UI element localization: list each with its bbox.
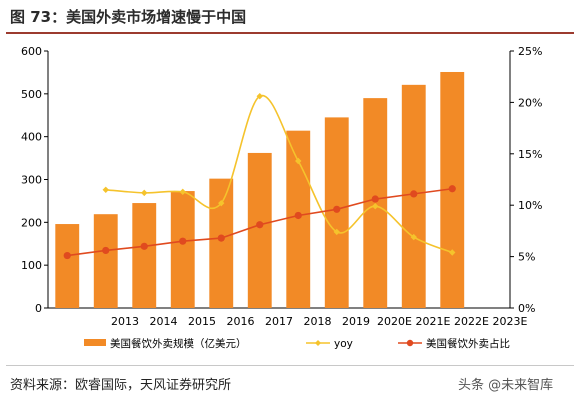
left-tick-label: 200 — [21, 216, 42, 229]
right-tick-label: 15% — [518, 148, 542, 161]
x-tick-label: 2016 — [227, 315, 255, 328]
share-point — [179, 237, 187, 245]
share-point — [102, 246, 110, 255]
bar — [93, 214, 118, 308]
legend-marker-share — [406, 339, 414, 347]
legend-label-yoy: yoy — [334, 338, 353, 350]
x-tick-label: 2015 — [188, 315, 216, 328]
right-tick-label: 25% — [518, 45, 542, 58]
yoy-line-path — [105, 94, 453, 254]
right-tick-label: 10% — [518, 199, 542, 212]
chart: 0 100 200 300 400 500 600 0% 5% 10% 15% 20% 25% 201… — [21, 45, 542, 350]
yoy-point — [449, 249, 456, 256]
x-tick-label: 2021E — [416, 315, 451, 328]
share-point — [333, 205, 341, 213]
share-point — [410, 190, 418, 198]
x-tick-label: 2013 — [111, 315, 139, 328]
yoy-point — [372, 203, 379, 210]
left-tick-label: 300 — [21, 174, 42, 187]
left-tick-label: 600 — [21, 45, 42, 58]
yoy-point — [102, 186, 109, 193]
share-point — [217, 234, 225, 242]
figure-title: 图 73：美国外卖市场增速慢于中国 — [10, 8, 247, 26]
bar-series — [55, 71, 465, 309]
legend-marker-yoy — [315, 340, 321, 346]
source-rule — [6, 365, 574, 366]
share-point — [256, 221, 264, 229]
share-point — [294, 211, 302, 220]
bar — [247, 152, 272, 308]
right-tick-label: 5% — [518, 251, 535, 264]
watermark: 头条 @未来智库 — [458, 378, 554, 393]
share-point — [371, 195, 379, 203]
x-tick-label: 2019 — [342, 315, 370, 328]
yoy-point — [333, 228, 340, 236]
legend-label-share: 美国餐饮外卖占比 — [426, 337, 510, 350]
x-tick-label: 2014 — [150, 315, 178, 328]
yoy-point — [179, 188, 186, 196]
bar — [209, 178, 234, 308]
bar — [170, 191, 195, 308]
share-point — [63, 251, 71, 260]
x-tick-label: 2020E — [377, 315, 412, 328]
right-tick-label: 0% — [518, 302, 535, 315]
left-tick-label: 100 — [21, 259, 42, 272]
yoy-point — [256, 93, 263, 100]
yoy-series — [102, 93, 456, 256]
legend-label-bar: 美国餐饮外卖规模（亿美元） — [110, 337, 247, 350]
yoy-point — [410, 233, 417, 241]
x-axis-labels: 2013 2014 2015 2016 2017 2018 2019 2020E 2021E 20… — [111, 315, 528, 328]
legend-swatch-bar — [84, 339, 106, 346]
share-series — [63, 185, 456, 260]
title-rule — [6, 32, 574, 34]
x-tick-label: 2017 — [265, 315, 293, 328]
bar — [55, 224, 80, 308]
right-tick-label: 20% — [518, 96, 542, 109]
share-point — [140, 242, 148, 250]
bar — [132, 203, 157, 308]
right-axis: 0% 5% 10% 15% 20% 25% — [509, 45, 542, 315]
left-axis: 0 100 200 300 400 500 600 — [21, 45, 510, 315]
yoy-point — [218, 199, 225, 207]
figure-title-bar: 图 73：美国外卖市场增速慢于中国 — [0, 0, 583, 34]
left-tick-label: 0 — [35, 302, 42, 315]
legend: 美国餐饮外卖规模（亿美元） yoy 美国餐饮外卖占比 — [84, 337, 510, 350]
source-note: 资料来源：欧睿国际，天风证券研究所 — [10, 378, 232, 393]
yoy-point — [141, 189, 148, 197]
x-tick-label: 2018 — [304, 315, 332, 328]
share-point — [448, 185, 456, 193]
bar — [286, 130, 311, 308]
x-tick-label: 2023E — [493, 315, 528, 328]
left-tick-label: 500 — [21, 88, 42, 101]
x-tick-label: 2022E — [454, 315, 489, 328]
yoy-point — [295, 157, 302, 165]
left-tick-label: 400 — [21, 131, 42, 144]
